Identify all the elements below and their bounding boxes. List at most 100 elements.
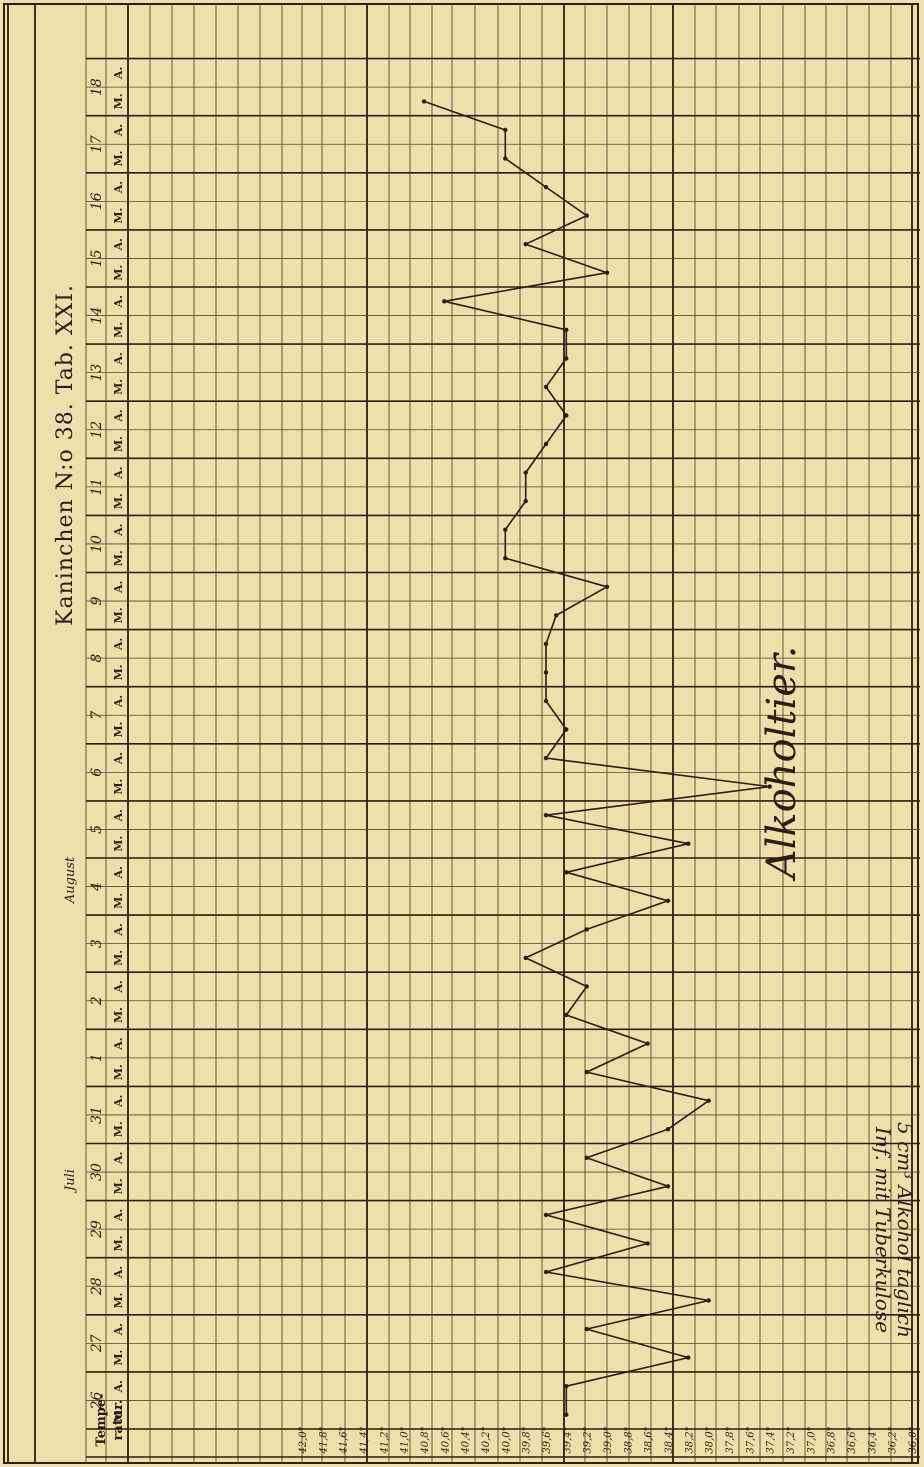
day-label: 12 — [89, 421, 105, 439]
y-tick-label: 37,8° — [725, 1426, 736, 1453]
y-tick-label: 37,0° — [806, 1426, 817, 1453]
y-tick-label: 39,4° — [562, 1426, 573, 1453]
ma-label: M. — [112, 722, 125, 738]
day-header: 262728293031123456789101112131415161718M… — [89, 67, 125, 1423]
data-point — [604, 270, 610, 275]
day-label: 2 — [89, 996, 105, 1006]
ma-label: M. — [112, 1121, 125, 1137]
day-label: 17 — [89, 135, 105, 153]
data-point — [554, 613, 559, 618]
data-point — [523, 470, 528, 475]
y-tick-label: 38,6° — [644, 1426, 655, 1453]
data-point — [645, 1041, 650, 1046]
ma-label: M. — [112, 93, 125, 109]
ma-label: M. — [112, 893, 125, 909]
data-point — [543, 441, 549, 447]
ma-label: A. — [112, 352, 125, 365]
data-point — [706, 1098, 711, 1103]
data-point — [665, 1127, 671, 1132]
day-label: 15 — [89, 249, 105, 267]
day-label: 3 — [89, 939, 105, 948]
ma-label: M. — [112, 493, 125, 509]
data-point — [686, 841, 691, 846]
y-tick-label: 40,2° — [481, 1426, 492, 1454]
note-line-1: Inf. mit Tuberkulose — [871, 1126, 895, 1333]
day-label: 11 — [89, 478, 105, 496]
data-point — [706, 1298, 711, 1303]
ma-label: A. — [112, 1152, 125, 1165]
data-point — [645, 1241, 650, 1246]
temperature-header-line-2: ratur. — [111, 1400, 126, 1441]
ma-label: A. — [112, 238, 125, 251]
day-label: 6 — [89, 768, 105, 777]
data-point — [564, 413, 569, 418]
ma-label: A. — [112, 1323, 125, 1336]
ma-label: M. — [112, 265, 125, 281]
ma-label: M. — [112, 1407, 125, 1423]
data-point — [543, 813, 549, 818]
ma-label: M. — [112, 779, 125, 795]
y-tick-label: 38,0° — [705, 1426, 716, 1453]
day-label: 14 — [89, 307, 105, 325]
ma-label: A. — [112, 1380, 125, 1393]
ma-label: M. — [112, 1178, 125, 1194]
data-point — [543, 755, 549, 761]
data-point — [543, 641, 549, 647]
ma-label: A. — [112, 523, 125, 536]
data-point — [543, 1269, 549, 1275]
data-point — [564, 870, 569, 875]
data-point — [421, 99, 427, 104]
ma-label: A. — [112, 866, 125, 879]
y-tick-label: 37,2° — [786, 1426, 797, 1453]
ma-label: M. — [112, 664, 125, 680]
data-point — [584, 213, 589, 218]
data-point — [503, 527, 508, 532]
day-label: 1 — [89, 1053, 105, 1062]
ma-label: M. — [112, 151, 125, 167]
data-point — [665, 1184, 671, 1189]
ma-label: A. — [112, 695, 125, 708]
ma-label: A. — [112, 923, 125, 936]
chart-grid — [3, 3, 920, 1464]
data-point — [503, 127, 508, 133]
data-point — [523, 955, 528, 961]
day-label: 4 — [89, 882, 105, 892]
data-point — [543, 384, 549, 390]
data-point — [442, 299, 447, 304]
data-point — [564, 1412, 569, 1417]
y-tick-label: 40,0° — [501, 1426, 512, 1454]
ma-label: M. — [112, 436, 125, 452]
data-point — [584, 927, 589, 932]
month-label-august: August — [63, 856, 78, 904]
day-label: 10 — [89, 535, 105, 553]
ma-label: A. — [112, 466, 125, 479]
data-point — [584, 984, 589, 989]
y-tick-label: 40,8° — [420, 1426, 431, 1454]
y-tick-label: 36,4° — [867, 1426, 878, 1453]
chart-title: Kaninchen N:o 38. Tab. XXI. — [53, 284, 78, 626]
data-point — [543, 184, 549, 190]
data-point — [523, 242, 528, 247]
ma-label: M. — [112, 607, 125, 623]
data-point — [543, 1212, 549, 1218]
ma-label: M. — [112, 1064, 125, 1080]
month-label-juli: Juli — [63, 1169, 78, 1194]
day-label: 5 — [89, 825, 105, 834]
data-point — [604, 584, 610, 589]
ma-label: A. — [112, 1094, 125, 1107]
ma-label: M. — [112, 950, 125, 966]
y-tick-label: 39,8° — [522, 1426, 533, 1453]
data-point — [686, 1355, 691, 1360]
y-tick-label: 41,0° — [400, 1426, 411, 1454]
day-label: 26 — [89, 1391, 105, 1410]
y-tick-label: 36,6° — [847, 1426, 858, 1453]
data-point — [564, 1384, 569, 1389]
day-label: 29 — [89, 1220, 105, 1239]
data-point — [564, 327, 569, 332]
ma-label: A. — [112, 409, 125, 422]
chart-frame — [3, 3, 919, 1464]
ma-label: M. — [112, 322, 125, 338]
ma-label: M. — [112, 379, 125, 395]
y-tick-label: 41,6° — [339, 1426, 350, 1454]
